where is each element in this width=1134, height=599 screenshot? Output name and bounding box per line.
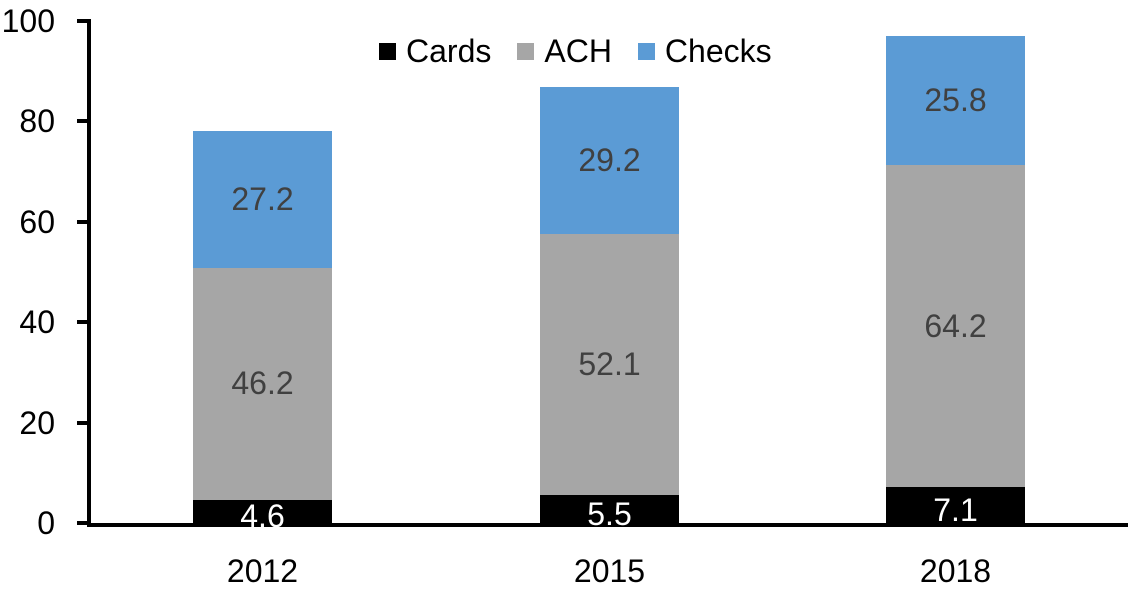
legend-label: ACH (544, 32, 612, 69)
y-tick (77, 219, 89, 224)
bar-value-label: 64.2 (924, 307, 987, 344)
y-tick-label: 20 (19, 404, 55, 441)
legend-label: Checks (664, 32, 772, 69)
chart-legend: Cards ACH Checks (379, 33, 772, 69)
bar-segment-cards: 5.5 (540, 495, 679, 532)
y-tick-label: 40 (19, 304, 55, 341)
y-tick (77, 19, 89, 23)
bar-segment-checks: 27.2 (193, 131, 332, 268)
legend-label: Cards (406, 32, 492, 69)
bar-value-label: 52.1 (578, 346, 641, 383)
y-tick-label: 80 (19, 103, 55, 140)
bar-segment-cards: 4.6 (193, 498, 332, 534)
y-tick (77, 521, 89, 525)
y-tick-label: 60 (19, 203, 55, 240)
legend-swatch-cards (379, 42, 396, 60)
x-axis-label: 2015 (573, 553, 646, 589)
bar-segment-checks: 25.8 (886, 35, 1025, 166)
x-axis-line (87, 523, 1128, 527)
bar-value-label: 4.6 (240, 497, 285, 534)
bar-value-label: 25.8 (924, 81, 987, 118)
legend-item-ach: ACH (517, 33, 612, 69)
bar-segment-ach: 52.1 (540, 233, 679, 496)
y-tick-label: 100 (1, 3, 55, 39)
legend-swatch-ach (517, 42, 535, 60)
bar-segment-ach: 46.2 (193, 267, 332, 500)
y-axis-line (87, 19, 91, 527)
bar-segment-ach: 64.2 (886, 165, 1025, 488)
bar-value-label: 46.2 (231, 365, 294, 402)
x-axis-label: 2018 (919, 553, 992, 589)
legend-swatch-checks (637, 42, 655, 60)
y-tick (77, 420, 89, 425)
y-tick (77, 119, 89, 124)
bar-segment-cards: 7.1 (886, 487, 1025, 528)
y-tick-label: 0 (37, 505, 55, 541)
x-axis-label: 2012 (226, 553, 299, 589)
legend-item-checks: Checks (637, 33, 772, 69)
y-tick (77, 320, 89, 325)
legend-item-cards: Cards (379, 33, 491, 69)
bar-value-label: 29.2 (578, 142, 641, 179)
bar-value-label: 7.1 (933, 491, 978, 528)
bar-segment-checks: 29.2 (540, 87, 679, 234)
bar-value-label: 27.2 (231, 181, 294, 218)
bar-value-label: 5.5 (587, 495, 632, 532)
